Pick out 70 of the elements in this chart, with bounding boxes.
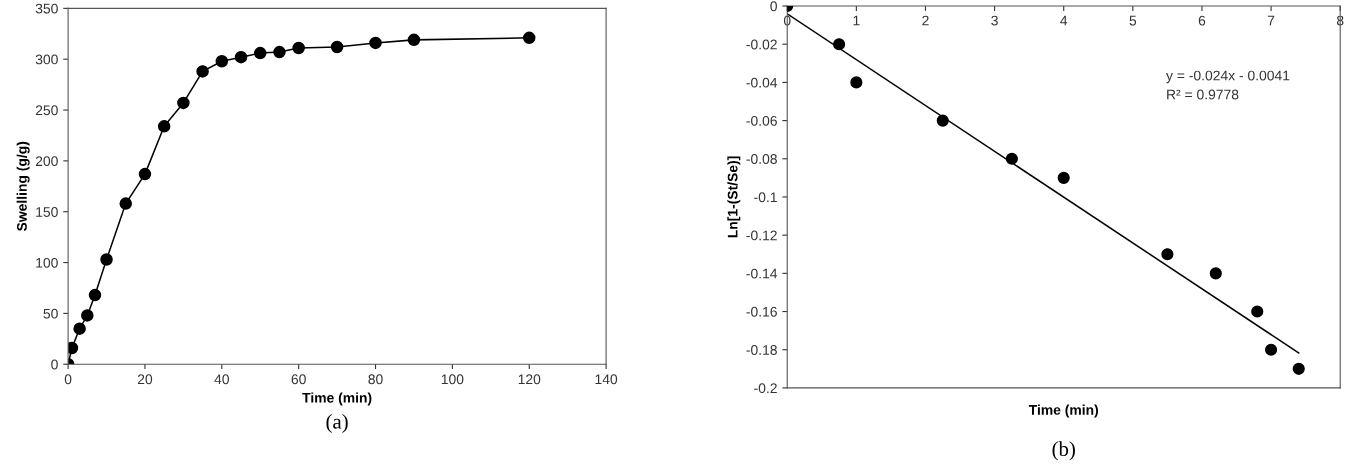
point: [215, 54, 229, 68]
point: [273, 45, 286, 59]
x-tick-label: 0: [64, 374, 72, 385]
x-tick-label: 40: [214, 374, 229, 385]
text: (a): [326, 414, 348, 433]
point: [1265, 343, 1278, 356]
point: [330, 40, 344, 54]
point: [1057, 171, 1070, 184]
text: (b): [1052, 441, 1075, 461]
point: [73, 322, 86, 335]
y-tick-label: -0.1: [754, 192, 777, 203]
y-tick-label: 150: [36, 207, 58, 217]
y-tick-label: 300: [35, 54, 58, 65]
point: [936, 114, 949, 127]
point: [68, 341, 79, 355]
point: [119, 197, 132, 210]
point: [1251, 305, 1264, 318]
point: [522, 31, 536, 45]
x-tick-label: 2: [922, 15, 929, 26]
point: [138, 167, 152, 181]
x-tick-label: 80: [368, 374, 383, 385]
y-tick-label: -0.2: [754, 383, 777, 394]
y-tick-label: 200: [35, 156, 58, 167]
point: [1209, 267, 1222, 280]
point: [833, 38, 846, 51]
point: [196, 65, 209, 78]
x-tick-label: 1: [853, 15, 860, 26]
x-tick-label: 20: [137, 374, 153, 385]
point: [1292, 362, 1305, 375]
point: [177, 96, 190, 110]
x-axis-title: Time (min): [302, 392, 372, 406]
x-tick-label: 140: [595, 374, 618, 385]
point: [850, 76, 863, 89]
x-tick-label: 4: [1060, 15, 1068, 26]
y-tick-label: -0.08: [746, 154, 777, 164]
point: [100, 253, 113, 266]
y-tick-label: 250: [35, 105, 58, 116]
point: [157, 120, 171, 133]
y-tick-label: -0.04: [746, 77, 778, 88]
y-tick-label: -0.18: [746, 345, 777, 355]
point: [369, 36, 382, 50]
x-tick-label: 6: [1198, 15, 1206, 26]
y-tick-label: 0: [51, 359, 58, 370]
y-tick-label: 100: [36, 257, 58, 268]
x-tick-label: 7: [1267, 15, 1275, 26]
point: [253, 46, 267, 60]
point: [234, 50, 248, 64]
y-tick-label: 0: [770, 1, 777, 12]
point: [407, 33, 421, 47]
y-tick-label: -0.16: [746, 306, 777, 317]
y-axis-title: Swelling (g/g): [16, 141, 30, 232]
x-tick-label: 100: [441, 374, 464, 385]
point: [1161, 248, 1174, 261]
y-tick-label: -0.14: [746, 268, 778, 279]
point: [81, 309, 94, 322]
y-tick-label: 350: [35, 3, 58, 14]
point: [292, 41, 305, 55]
x-tick-label: 60: [291, 374, 306, 385]
x-tick-label: 3: [991, 15, 998, 26]
point: [88, 288, 102, 302]
x-tick-label: 120: [518, 374, 541, 385]
y-tick-label: -0.12: [746, 230, 777, 241]
y-tick-label: -0.06: [746, 115, 777, 126]
y-tick-label: -0.02: [746, 39, 777, 50]
annotation: y = -0.024x - 0.0041 R² = 0.9778: [1166, 70, 1290, 100]
point: [1005, 152, 1018, 165]
y-tick-label: 50: [43, 308, 58, 319]
y-axis-title: Ln[1-(St/Se)]: [727, 156, 741, 238]
x-axis-title: Time (min): [1028, 404, 1099, 418]
x-tick-label: 5: [1129, 15, 1137, 26]
